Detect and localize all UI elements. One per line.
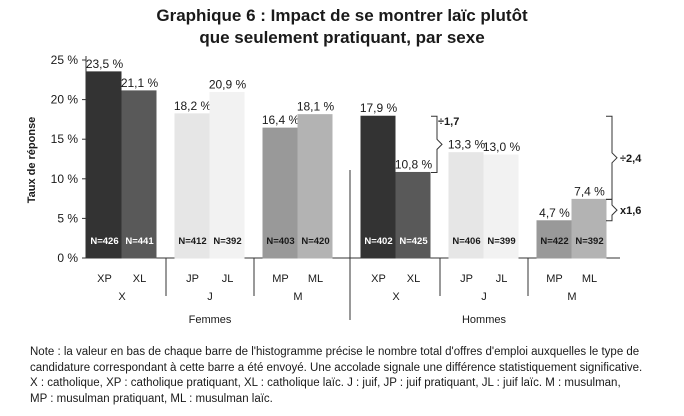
bar-value-label: 4,7 %	[539, 206, 570, 220]
bar-n-label: N=420	[301, 236, 329, 247]
bar-value-label: 17,9 %	[360, 101, 398, 115]
bar-chart: 0 % 5 % 10 % 15 % 20 % 25 % Taux de réponse 23,…	[26, 53, 642, 326]
bar-n-label: N=412	[178, 236, 206, 247]
group-label: M	[567, 291, 576, 303]
group-label: M	[293, 291, 302, 303]
y-axis-label: Taux de réponse	[26, 117, 38, 204]
bar	[395, 171, 431, 259]
bar	[86, 71, 122, 259]
x-tick-label: JL	[222, 273, 234, 285]
x-tick-label: MP	[272, 273, 289, 285]
bar-value-label: 10,8 %	[395, 157, 433, 171]
bar	[571, 198, 607, 259]
x-tick-label: MP	[546, 273, 563, 285]
group-label: J	[207, 291, 213, 303]
panel-label: Hommes	[462, 314, 507, 326]
x-tick-label: ML	[582, 273, 597, 285]
bar-n-label: N=441	[125, 236, 154, 247]
bar-value-label: 13,3 %	[448, 138, 486, 152]
x-tick-label: XP	[97, 273, 112, 285]
bar	[483, 154, 519, 259]
bar	[121, 90, 157, 259]
bar-n-label: N=399	[487, 236, 515, 247]
bar	[174, 113, 210, 259]
significance-bracket	[606, 115, 618, 200]
note-line-1: Note : la valeur en bas de chaque barre …	[30, 346, 640, 358]
bar-value-label: 7,4 %	[574, 184, 605, 198]
y-tick-label: 25 %	[51, 53, 79, 67]
note-line-3: X : catholique, XP : catholique pratiqua…	[30, 377, 621, 389]
bar-n-label: N=402	[364, 236, 392, 247]
bar	[536, 220, 572, 259]
y-tick-label: 15 %	[51, 132, 79, 146]
bar-n-label: N=425	[399, 236, 428, 247]
note-line-4: MP : musulman pratiquant, ML : musulman …	[30, 392, 273, 405]
bar	[262, 127, 298, 259]
group-label: J	[481, 291, 487, 303]
x-tick-label: JL	[496, 273, 508, 285]
chart-title: Graphique 6 : Impact de se montrer laïc …	[156, 6, 528, 25]
group-label: X	[118, 291, 126, 303]
x-tick-label: XL	[133, 273, 146, 285]
chart-note: Note : la valeur en bas de chaque barre …	[30, 345, 670, 407]
bar-value-label: 16,4 %	[262, 113, 300, 127]
significance-bracket	[606, 198, 618, 222]
x-tick-label: XP	[371, 273, 386, 285]
bar-n-label: N=406	[452, 236, 480, 247]
bracket-label: ÷2,4	[620, 153, 642, 165]
note-line-2: candidature correspondant à cette barre …	[30, 361, 643, 374]
bar-n-label: N=422	[540, 236, 568, 247]
bar	[209, 91, 245, 259]
bar	[297, 114, 333, 259]
x-tick-label: JP	[460, 273, 473, 285]
bar-n-label: N=392	[575, 236, 603, 247]
bar-value-label: 21,1 %	[121, 76, 159, 90]
x-tick-label: JP	[186, 273, 199, 285]
bar	[448, 152, 484, 259]
bracket-label: ÷1,7	[438, 116, 459, 128]
group-label: X	[392, 291, 400, 303]
bracket-label: x1,6	[620, 205, 641, 217]
bar-value-label: 18,2 %	[174, 99, 212, 113]
bar-value-label: 20,9 %	[209, 77, 247, 91]
bar-value-label: 18,1 %	[297, 100, 335, 114]
panel-label: Femmes	[189, 314, 232, 326]
bar-value-label: 13,0 %	[483, 140, 521, 154]
bar-n-label: N=426	[90, 236, 118, 247]
bar	[360, 115, 396, 259]
x-tick-label: XL	[407, 273, 420, 285]
bar-value-label: 23,5 %	[86, 57, 124, 71]
x-tick-label: ML	[308, 273, 323, 285]
chart-title-line-2: que seulement pratiquant, par sexe	[199, 28, 485, 47]
y-tick-label: 0 %	[57, 251, 78, 265]
y-tick-label: 10 %	[51, 172, 79, 186]
bar-n-label: N=392	[213, 236, 241, 247]
y-tick-label: 20 %	[51, 93, 79, 107]
significance-bracket	[431, 115, 443, 173]
y-tick-label: 5 %	[57, 211, 78, 225]
bar-n-label: N=403	[266, 236, 294, 247]
